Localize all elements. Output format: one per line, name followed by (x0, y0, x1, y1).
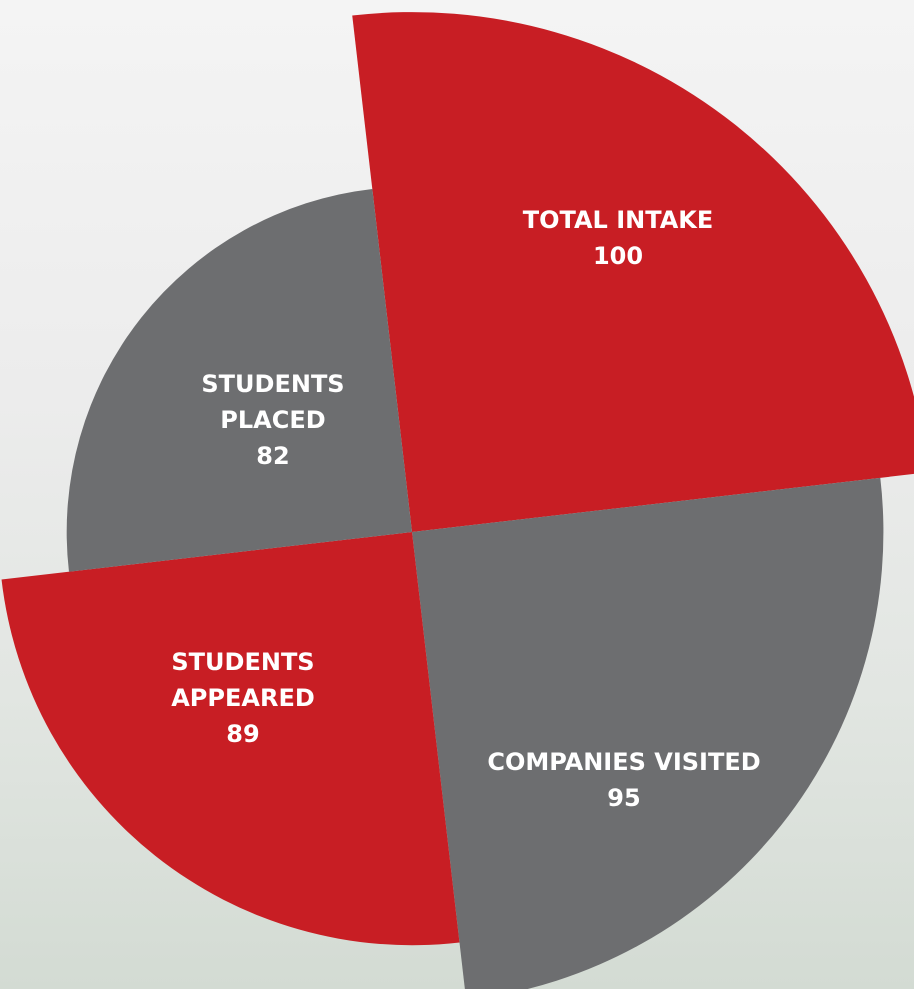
value-label: 82 (173, 438, 373, 474)
sector (412, 478, 883, 989)
page: (() => { const data = JSON.parse(documen… (0, 0, 914, 989)
category-label: COMPANIES VISITED (454, 744, 794, 780)
chart (0, 0, 914, 989)
value-label: 100 (468, 238, 768, 274)
value-label: 95 (454, 780, 794, 816)
value-label: 89 (143, 716, 343, 752)
category-label: STUDENTS PLACED (173, 366, 373, 438)
category-label: STUDENTS APPEARED (143, 644, 343, 716)
category-label: TOTAL INTAKE (468, 202, 768, 238)
